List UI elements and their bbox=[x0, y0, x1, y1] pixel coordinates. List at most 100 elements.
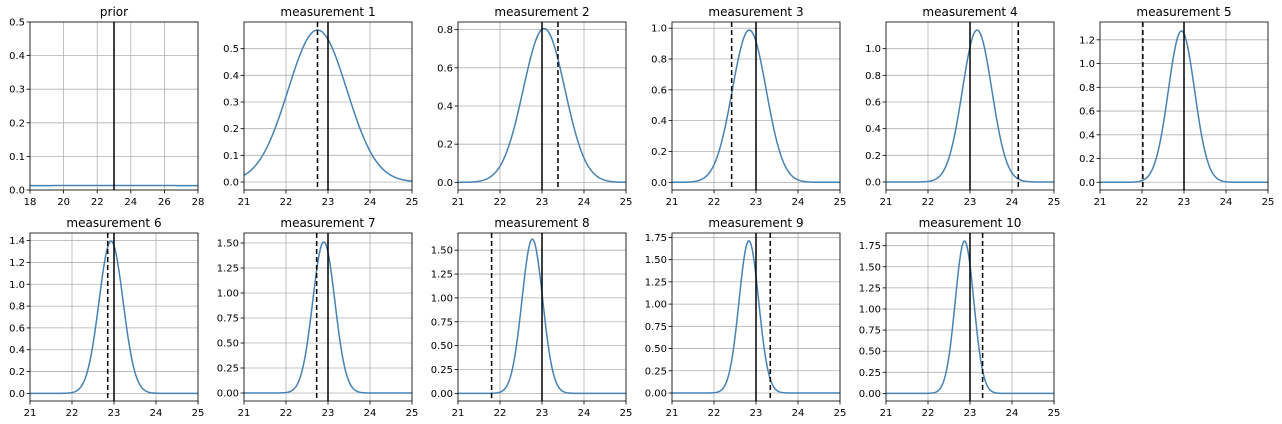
y-tick-label: 1.50 bbox=[645, 255, 667, 266]
x-tick-label: 24 bbox=[1006, 408, 1019, 419]
x-tick-label: 24 bbox=[792, 408, 805, 419]
y-tick-label: 0.8 bbox=[437, 25, 453, 36]
x-tick-label: 22 bbox=[708, 408, 721, 419]
x-tick-label: 21 bbox=[666, 197, 679, 208]
y-tick-label: 0.50 bbox=[431, 341, 453, 352]
x-tick-label: 21 bbox=[1094, 197, 1107, 208]
y-tick-label: 0.0 bbox=[437, 178, 453, 189]
subplot-9: measurement 9 21 22 23 24 25 0.00 0.25 0.50 0.75 1… bbox=[645, 216, 847, 419]
y-tick-label: 0.2 bbox=[1079, 154, 1095, 165]
x-tick-label: 25 bbox=[192, 408, 205, 419]
y-tick-label: 0.0 bbox=[223, 178, 239, 189]
y-tick-label: 0.25 bbox=[217, 364, 239, 375]
x-tick-label: 24 bbox=[124, 197, 137, 208]
subplot-2: measurement 2 21 22 23 24 25 0.0 0.2 0.4 0.6 0.8 bbox=[437, 5, 632, 208]
x-tick-label: 22 bbox=[494, 197, 507, 208]
x-tick-label: 25 bbox=[1262, 197, 1275, 208]
y-tick-label: 0.3 bbox=[9, 85, 25, 96]
y-tick-label: 0.50 bbox=[859, 347, 881, 358]
x-tick-label: 20 bbox=[57, 197, 70, 208]
x-tick-label: 25 bbox=[1048, 197, 1061, 208]
subplot-title: measurement 2 bbox=[494, 5, 589, 19]
subplot-6: measurement 6 21 22 23 24 25 0.0 0.2 0.4 0.6 0.8 1.… bbox=[9, 216, 204, 419]
y-tick-label: 1.00 bbox=[431, 293, 453, 304]
y-tick-label: 0.2 bbox=[9, 118, 25, 129]
x-tick-label: 21 bbox=[238, 408, 251, 419]
x-tick-label: 23 bbox=[322, 408, 335, 419]
y-tick-label: 0.2 bbox=[865, 151, 881, 162]
y-tick-label: 0.50 bbox=[217, 339, 239, 350]
x-tick-label: 24 bbox=[364, 408, 377, 419]
subplot-title: measurement 4 bbox=[922, 5, 1017, 19]
subplot-title: prior bbox=[100, 5, 128, 19]
x-tick-label: 23 bbox=[964, 197, 977, 208]
x-tick-label: 25 bbox=[406, 408, 419, 419]
x-tick-label: 21 bbox=[880, 408, 893, 419]
x-tick-label: 24 bbox=[364, 197, 377, 208]
x-tick-label: 21 bbox=[880, 197, 893, 208]
subplot-1: measurement 1 21 22 23 24 25 0.0 0.1 0.2 0.3 0.4 0.… bbox=[223, 5, 418, 208]
y-tick-label: 1.0 bbox=[865, 44, 881, 55]
y-tick-label: 0.4 bbox=[1079, 130, 1095, 141]
y-tick-label: 1.25 bbox=[645, 277, 667, 288]
y-tick-label: 1.0 bbox=[651, 24, 667, 35]
y-tick-label: 0.2 bbox=[651, 147, 667, 158]
y-tick-label: 1.25 bbox=[217, 264, 239, 275]
x-tick-label: 23 bbox=[964, 408, 977, 419]
y-tick-label: 0.8 bbox=[1079, 83, 1095, 94]
x-tick-label: 25 bbox=[1048, 408, 1061, 419]
y-tick-label: 1.25 bbox=[431, 270, 453, 281]
y-tick-label: 0.4 bbox=[9, 345, 25, 356]
y-tick-label: 1.25 bbox=[859, 283, 881, 294]
y-tick-label: 0.6 bbox=[865, 98, 881, 109]
y-tick-label: 0.25 bbox=[859, 368, 881, 379]
subplot-title: measurement 3 bbox=[708, 5, 803, 19]
y-tick-label: 0.75 bbox=[645, 322, 667, 333]
y-tick-label: 0.1 bbox=[223, 151, 239, 162]
y-tick-label: 0.1 bbox=[9, 152, 25, 163]
x-tick-label: 23 bbox=[322, 197, 335, 208]
x-tick-label: 22 bbox=[66, 408, 79, 419]
subplot-0: prior 18 20 22 24 26 28 0.0 0.1 0.2 0.3 0.4 0.5 bbox=[9, 5, 204, 208]
subplot-title: measurement 9 bbox=[708, 216, 803, 230]
x-tick-label: 22 bbox=[922, 408, 935, 419]
y-tick-label: 1.4 bbox=[9, 236, 25, 247]
y-tick-label: 0.4 bbox=[9, 51, 25, 62]
y-tick-label: 0.75 bbox=[431, 317, 453, 328]
y-tick-label: 0.6 bbox=[437, 63, 453, 74]
x-tick-label: 23 bbox=[108, 408, 121, 419]
y-tick-label: 0.0 bbox=[651, 178, 667, 189]
y-tick-label: 0.4 bbox=[223, 71, 239, 82]
x-tick-label: 25 bbox=[834, 408, 847, 419]
subplot-title: measurement 6 bbox=[66, 216, 161, 230]
subplot-5: measurement 5 21 22 23 24 25 0.0 0.2 0.4 0.6 0.8 1.… bbox=[1079, 5, 1274, 208]
subplot-10: measurement 10 21 22 23 24 25 0.00 0.25 0.50 0.75… bbox=[859, 216, 1061, 419]
y-tick-label: 1.0 bbox=[1079, 59, 1095, 70]
subplot-title: measurement 8 bbox=[494, 216, 589, 230]
y-tick-label: 0.8 bbox=[865, 71, 881, 82]
x-tick-label: 25 bbox=[406, 197, 419, 208]
subplot-title: measurement 1 bbox=[280, 5, 375, 19]
x-tick-label: 23 bbox=[750, 197, 763, 208]
y-tick-label: 1.0 bbox=[9, 280, 25, 291]
y-tick-label: 1.50 bbox=[217, 239, 239, 250]
y-tick-label: 0.75 bbox=[859, 326, 881, 337]
x-tick-label: 22 bbox=[280, 197, 293, 208]
y-tick-label: 0.00 bbox=[431, 389, 453, 400]
y-tick-label: 1.75 bbox=[645, 233, 667, 244]
x-tick-label: 22 bbox=[922, 197, 935, 208]
x-tick-label: 25 bbox=[620, 197, 633, 208]
y-tick-label: 0.00 bbox=[645, 389, 667, 400]
x-tick-label: 26 bbox=[158, 197, 171, 208]
y-tick-label: 1.00 bbox=[859, 304, 881, 315]
y-tick-label: 0.00 bbox=[217, 389, 239, 400]
y-tick-label: 1.00 bbox=[645, 300, 667, 311]
y-tick-label: 0.0 bbox=[9, 186, 25, 197]
y-tick-label: 0.4 bbox=[865, 124, 881, 135]
y-tick-label: 0.25 bbox=[431, 365, 453, 376]
y-tick-label: 0.2 bbox=[223, 124, 239, 135]
y-tick-label: 0.6 bbox=[1079, 107, 1095, 118]
y-tick-label: 0.00 bbox=[859, 389, 881, 400]
x-tick-label: 21 bbox=[452, 408, 465, 419]
